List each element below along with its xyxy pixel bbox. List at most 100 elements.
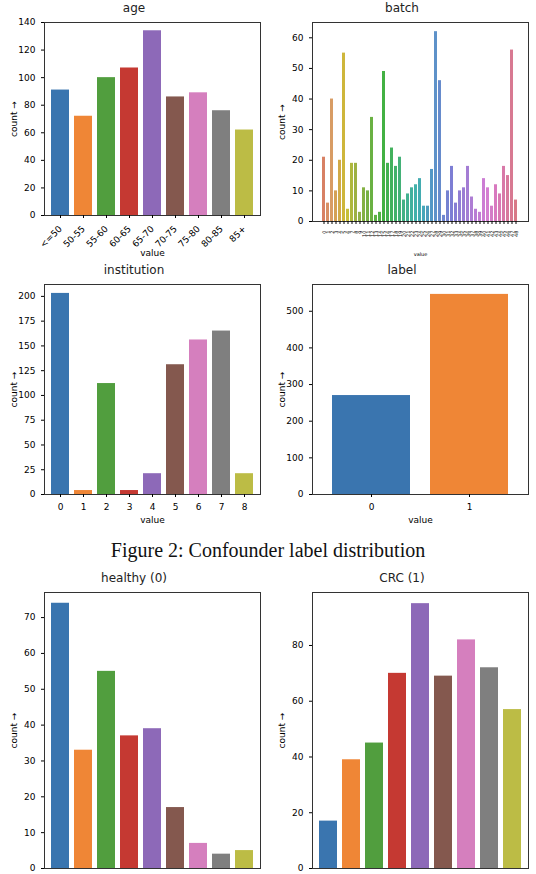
svg-text:16: 16: [384, 230, 391, 237]
html-text:CRC (1): CRC (1): [379, 571, 425, 585]
svg-text:15: 15: [380, 230, 387, 237]
svg-text:14: 14: [376, 230, 383, 237]
svg-text:400: 400: [286, 343, 303, 353]
svg-text:40: 40: [24, 720, 36, 730]
svg-text:0: 0: [30, 489, 36, 499]
svg-text:18: 18: [392, 230, 399, 237]
svg-text:140: 140: [18, 17, 35, 27]
svg-text:10: 10: [292, 186, 304, 196]
svg-text:60: 60: [24, 128, 36, 138]
svg-text:120: 120: [18, 45, 35, 55]
svg-text:40: 40: [24, 155, 36, 165]
svg-text:11: 11: [364, 230, 371, 237]
svg-text:24: 24: [416, 230, 423, 237]
svg-text:20: 20: [292, 808, 304, 818]
svg-text:value: value: [414, 251, 428, 257]
svg-text:12: 12: [368, 230, 375, 237]
svg-text:150: 150: [18, 341, 35, 351]
svg-text:75: 75: [24, 415, 35, 425]
svg-text:55-60: 55-60: [84, 224, 110, 250]
svg-text:0: 0: [298, 216, 304, 226]
svg-text:75-80: 75-80: [176, 224, 202, 250]
svg-text:count →: count →: [277, 371, 287, 407]
svg-text:80: 80: [24, 100, 36, 110]
svg-text:175: 175: [18, 316, 35, 326]
svg-text:26: 26: [424, 230, 431, 237]
svg-text:count →: count →: [9, 371, 19, 407]
svg-text:count →: count →: [277, 712, 287, 748]
svg-text:20: 20: [24, 183, 36, 193]
svg-text:70: 70: [24, 612, 36, 622]
svg-text:1: 1: [81, 502, 87, 512]
svg-text:50-55: 50-55: [61, 224, 87, 250]
svg-text:60-65: 60-65: [107, 224, 133, 250]
svg-text:1: 1: [467, 502, 473, 512]
svg-text:8: 8: [242, 502, 248, 512]
svg-text:20: 20: [24, 792, 36, 802]
html-text:label: label: [387, 263, 417, 277]
svg-text:60: 60: [292, 696, 304, 706]
svg-text:28: 28: [432, 230, 439, 237]
html-text:healthy (0): healthy (0): [101, 571, 167, 585]
svg-text:value: value: [140, 248, 165, 258]
svg-text:50: 50: [24, 684, 36, 694]
svg-text:50: 50: [292, 63, 304, 73]
svg-text:200: 200: [18, 291, 35, 301]
svg-text:80: 80: [292, 640, 304, 650]
svg-text:25: 25: [420, 230, 427, 237]
svg-text:100: 100: [18, 73, 35, 83]
svg-text:0: 0: [369, 502, 375, 512]
svg-text:0: 0: [298, 863, 304, 873]
svg-text:value: value: [408, 515, 433, 525]
html-text:institution: institution: [103, 263, 165, 277]
svg-text:0: 0: [30, 210, 36, 220]
svg-text:<=50: <=50: [38, 224, 64, 250]
svg-text:0: 0: [30, 863, 36, 873]
svg-text:27: 27: [428, 230, 435, 237]
svg-text:count →: count →: [9, 712, 19, 748]
svg-text:20: 20: [292, 155, 304, 165]
svg-text:500: 500: [286, 306, 303, 316]
svg-text:10: 10: [360, 230, 367, 237]
svg-text:85+: 85+: [227, 224, 248, 245]
svg-text:30: 30: [24, 756, 36, 766]
svg-text:0: 0: [58, 502, 64, 512]
svg-text:6: 6: [196, 502, 202, 512]
html-text:batch: batch: [385, 1, 419, 15]
svg-text:60: 60: [24, 648, 36, 658]
svg-text:125: 125: [18, 366, 35, 376]
svg-text:40: 40: [292, 752, 304, 762]
svg-text:0: 0: [298, 489, 304, 499]
svg-text:2: 2: [104, 502, 110, 512]
svg-text:70-75: 70-75: [153, 224, 179, 250]
svg-text:4: 4: [150, 502, 156, 512]
svg-text:10: 10: [24, 828, 36, 838]
svg-text:80-85: 80-85: [199, 224, 225, 250]
svg-text:22: 22: [408, 230, 415, 237]
svg-text:65-70: 65-70: [130, 224, 156, 250]
svg-text:count →: count →: [277, 104, 287, 140]
svg-text:20: 20: [400, 230, 407, 237]
svg-text:100: 100: [286, 453, 303, 463]
svg-text:50: 50: [24, 440, 36, 450]
svg-text:100: 100: [18, 390, 35, 400]
svg-text:23: 23: [412, 230, 419, 237]
svg-text:17: 17: [388, 230, 395, 237]
svg-text:25: 25: [24, 465, 35, 475]
svg-text:30: 30: [292, 125, 304, 135]
html-text:age: age: [122, 1, 146, 15]
svg-text:3: 3: [127, 502, 133, 512]
svg-text:300: 300: [286, 379, 303, 389]
svg-text:48: 48: [513, 231, 519, 237]
svg-text:count →: count →: [9, 101, 19, 137]
svg-text:5: 5: [173, 502, 179, 512]
svg-text:value: value: [140, 515, 165, 525]
svg-text:60: 60: [292, 33, 304, 43]
svg-text:21: 21: [404, 230, 411, 237]
svg-text:19: 19: [396, 230, 403, 237]
html-text:Figure 2: Confounder label dis: Figure 2: Confounder label distribution: [110, 539, 426, 561]
svg-text:40: 40: [292, 94, 304, 104]
svg-text:7: 7: [219, 502, 225, 512]
svg-text:200: 200: [286, 416, 303, 426]
svg-text:13: 13: [372, 230, 379, 237]
